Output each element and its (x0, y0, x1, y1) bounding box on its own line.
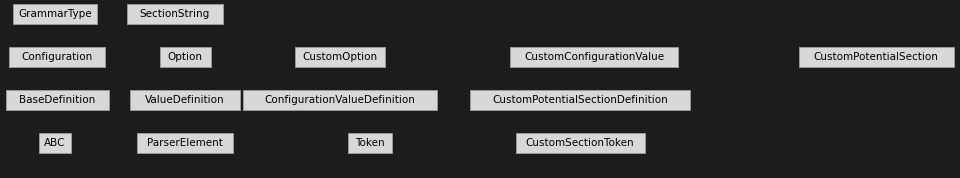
FancyBboxPatch shape (516, 133, 644, 153)
Text: ValueDefinition: ValueDefinition (145, 95, 225, 105)
Text: BaseDefinition: BaseDefinition (19, 95, 95, 105)
Text: ABC: ABC (44, 138, 65, 148)
Text: CustomPotentialSectionDefinition: CustomPotentialSectionDefinition (492, 95, 668, 105)
Text: GrammarType: GrammarType (18, 9, 92, 19)
FancyBboxPatch shape (131, 90, 240, 110)
FancyBboxPatch shape (127, 4, 224, 24)
Text: CustomSectionToken: CustomSectionToken (526, 138, 635, 148)
Text: ParserElement: ParserElement (147, 138, 223, 148)
FancyBboxPatch shape (243, 90, 437, 110)
Text: CustomOption: CustomOption (302, 52, 377, 62)
FancyBboxPatch shape (799, 47, 953, 67)
FancyBboxPatch shape (13, 4, 97, 24)
FancyBboxPatch shape (295, 47, 385, 67)
Text: CustomConfigurationValue: CustomConfigurationValue (524, 52, 664, 62)
FancyBboxPatch shape (136, 133, 233, 153)
Text: Option: Option (167, 52, 203, 62)
Text: Token: Token (355, 138, 385, 148)
Text: ConfigurationValueDefinition: ConfigurationValueDefinition (265, 95, 416, 105)
FancyBboxPatch shape (9, 47, 106, 67)
FancyBboxPatch shape (39, 133, 71, 153)
Text: Configuration: Configuration (21, 52, 92, 62)
FancyBboxPatch shape (470, 90, 690, 110)
FancyBboxPatch shape (6, 90, 108, 110)
FancyBboxPatch shape (510, 47, 678, 67)
Text: CustomPotentialSection: CustomPotentialSection (813, 52, 939, 62)
FancyBboxPatch shape (159, 47, 210, 67)
FancyBboxPatch shape (348, 133, 393, 153)
Text: SectionString: SectionString (140, 9, 210, 19)
